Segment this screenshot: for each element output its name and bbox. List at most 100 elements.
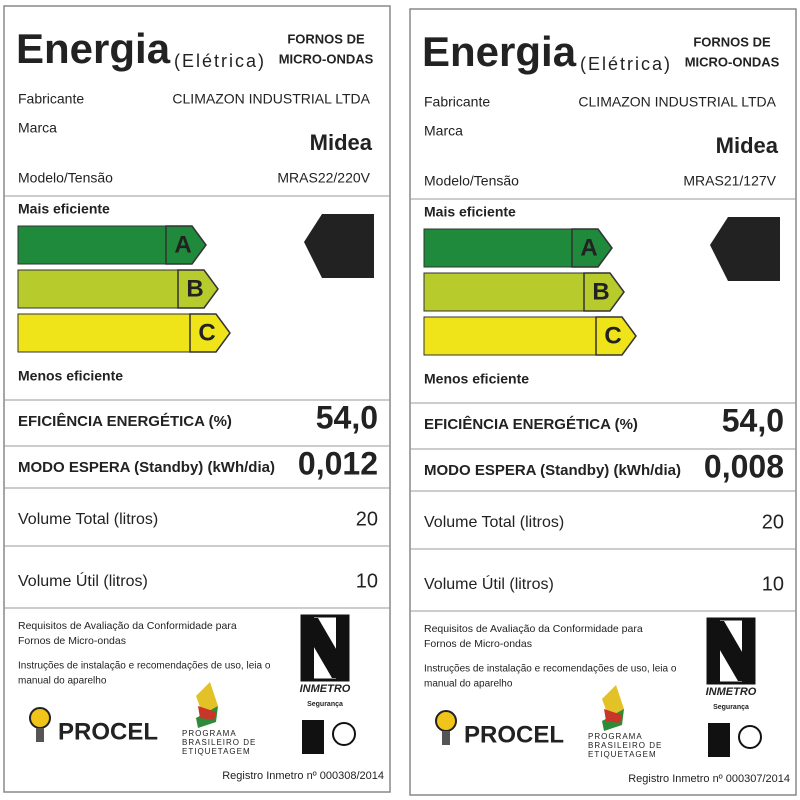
certification-icon bbox=[302, 720, 324, 754]
scale-bottom: Menos eficiente bbox=[18, 368, 123, 384]
field-value: CLIMAZON INDUSTRIAL LTDA bbox=[578, 94, 776, 110]
row-value: 54,0 bbox=[722, 402, 784, 438]
scale-bottom: Menos eficiente bbox=[424, 371, 529, 387]
category: FORNOS DE bbox=[693, 34, 771, 49]
field-value: CLIMAZON INDUSTRIAL LTDA bbox=[172, 91, 370, 107]
procel-icon bbox=[29, 707, 51, 729]
subtitle: (Elétrica) bbox=[174, 51, 266, 71]
row-value: 20 bbox=[762, 511, 784, 533]
field-label: Modelo/Tensão bbox=[18, 170, 113, 186]
field-label: Marca bbox=[424, 123, 463, 139]
class-bar bbox=[423, 228, 573, 268]
class-letter: A bbox=[174, 231, 191, 258]
certification-icon bbox=[738, 725, 762, 749]
class-bar bbox=[17, 225, 167, 265]
inmetro: INMETRO bbox=[300, 683, 351, 695]
class-letter: B bbox=[186, 275, 203, 302]
instructions: manual do aparelho bbox=[18, 676, 107, 687]
certification-icon bbox=[332, 722, 356, 746]
class-arrow bbox=[165, 225, 207, 265]
row-label: EFICIÊNCIA ENERGÉTICA (%) bbox=[424, 415, 638, 433]
brand-logo: Midea bbox=[716, 133, 779, 158]
inmetro: INMETRO bbox=[706, 686, 757, 698]
field-label: Modelo/Tensão bbox=[424, 173, 519, 189]
class-arrow bbox=[583, 272, 625, 312]
row-label: Volume Útil (litros) bbox=[18, 571, 148, 590]
row-label: MODO ESPERA (Standby) (kWh/dia) bbox=[18, 459, 275, 476]
energy-label: Energia (Elétrica) FORNOS DE MICRO-ONDAS Fab… bbox=[3, 5, 391, 793]
program-icon bbox=[604, 709, 622, 723]
rating-arrow bbox=[304, 214, 374, 278]
instructions: Instruções de instalação e recomendações… bbox=[18, 661, 271, 672]
requirements: Fornos de Micro-ondas bbox=[18, 635, 126, 647]
inmetro-logo bbox=[710, 621, 752, 681]
inmetro-logo bbox=[742, 619, 754, 683]
rating: A bbox=[334, 223, 363, 267]
inmetro-logo bbox=[336, 616, 348, 680]
energy-label: Energia (Elétrica) FORNOS DE MICRO-ONDAS Fab… bbox=[409, 8, 797, 796]
title: Energia bbox=[422, 28, 577, 75]
class-bar bbox=[17, 313, 191, 353]
procel-icon bbox=[442, 731, 450, 745]
row-label: MODO ESPERA (Standby) (kWh/dia) bbox=[424, 462, 681, 479]
row-label: Volume Útil (litros) bbox=[424, 574, 554, 593]
inmetro-logo bbox=[302, 616, 314, 680]
program: BRASILEIRO DE bbox=[182, 738, 256, 747]
registry: Registro Inmetro nº 000308/2014 bbox=[222, 770, 384, 782]
rating: A bbox=[740, 226, 769, 270]
row-value: 0,012 bbox=[298, 445, 378, 481]
inmetro-logo bbox=[708, 619, 720, 683]
row-value: 10 bbox=[762, 573, 784, 595]
field-label: Marca bbox=[18, 120, 57, 136]
subtitle: (Elétrica) bbox=[580, 54, 672, 74]
row-value: 54,0 bbox=[316, 399, 378, 435]
title: Energia bbox=[16, 25, 171, 72]
brand-logo: Midea bbox=[310, 130, 373, 155]
rating-arrow bbox=[710, 217, 780, 281]
requirements: Fornos de Micro-ondas bbox=[424, 638, 532, 650]
requirements: Requisitos de Avaliação da Conformidade … bbox=[18, 620, 237, 632]
program: ETIQUETAGEM bbox=[588, 750, 657, 759]
program: ETIQUETAGEM bbox=[182, 747, 251, 756]
class-letter: C bbox=[198, 319, 215, 346]
row-value: 0,008 bbox=[704, 448, 784, 484]
class-arrow bbox=[595, 316, 637, 356]
procel-icon bbox=[36, 728, 44, 742]
row-label: Volume Total (litros) bbox=[424, 514, 564, 531]
class-letter: B bbox=[592, 278, 609, 305]
program: PROGRAMA bbox=[588, 732, 643, 741]
requirements: Requisitos de Avaliação da Conformidade … bbox=[424, 623, 643, 635]
procel-icon bbox=[435, 710, 457, 732]
category: MICRO-ONDAS bbox=[279, 51, 374, 66]
class-arrow bbox=[571, 228, 613, 268]
class-arrow bbox=[177, 269, 219, 309]
program-icon bbox=[198, 706, 216, 720]
category: MICRO-ONDAS bbox=[685, 54, 780, 69]
program: BRASILEIRO DE bbox=[588, 741, 662, 750]
class-letter: C bbox=[604, 322, 621, 349]
safety: Segurança bbox=[307, 701, 343, 708]
certification-icon bbox=[708, 723, 730, 757]
row-value: 10 bbox=[356, 570, 378, 592]
field-label: Fabricante bbox=[18, 91, 84, 107]
category: FORNOS DE bbox=[287, 31, 365, 46]
field-label: Fabricante bbox=[424, 94, 490, 110]
instructions: manual do aparelho bbox=[424, 679, 513, 690]
program: PROGRAMA bbox=[182, 729, 237, 738]
registry: Registro Inmetro nº 000307/2014 bbox=[628, 773, 790, 785]
row-label: Volume Total (litros) bbox=[18, 511, 158, 528]
procel: PROCEL bbox=[58, 718, 158, 745]
class-letter: A bbox=[580, 234, 597, 261]
class-bar bbox=[423, 272, 585, 312]
inmetro-logo bbox=[304, 618, 346, 678]
class-bar bbox=[17, 269, 179, 309]
class-arrow bbox=[189, 313, 231, 353]
procel: PROCEL bbox=[464, 721, 564, 748]
row-label: EFICIÊNCIA ENERGÉTICA (%) bbox=[18, 412, 232, 430]
row-value: 20 bbox=[356, 508, 378, 530]
scale-top: Mais eficiente bbox=[18, 201, 110, 217]
field-value: MRAS22/220V bbox=[277, 170, 370, 186]
safety: Segurança bbox=[713, 704, 749, 711]
class-bar bbox=[423, 316, 597, 356]
